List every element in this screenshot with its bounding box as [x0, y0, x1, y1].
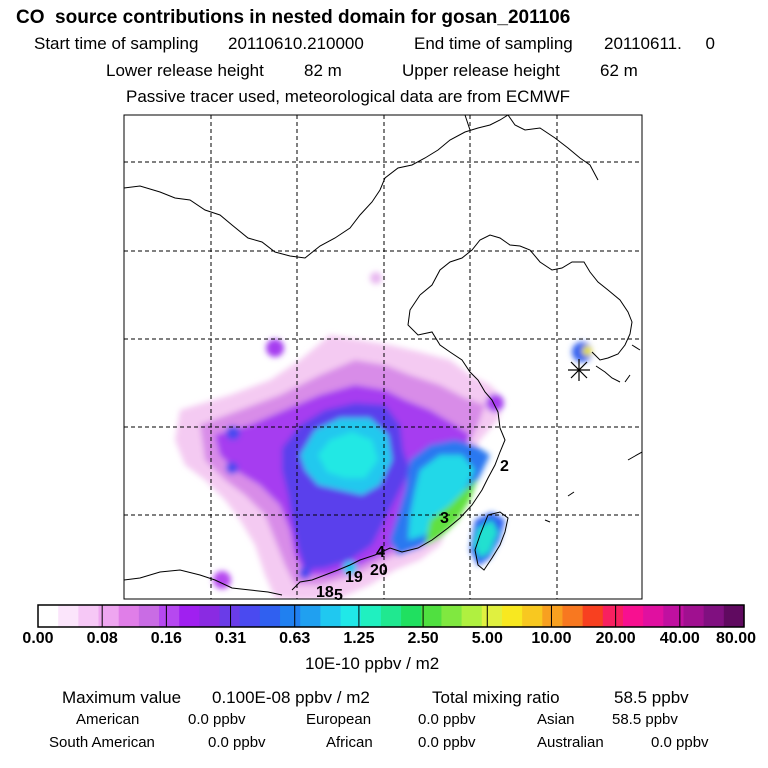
trajectory-label-3: 3 — [440, 510, 449, 527]
region-value-australian: 0.0 ppbv — [651, 734, 709, 751]
colorbar-tick-label: 0.00 — [22, 630, 54, 647]
colorbar-cell — [461, 605, 483, 627]
colorbar-cell — [380, 605, 402, 627]
lower-release-value: 82 m — [304, 61, 342, 80]
colorbar-tick-label: 40.00 — [659, 630, 700, 647]
colorbar-cell — [320, 605, 342, 627]
colorbar-cell — [542, 605, 564, 627]
colorbar-cell — [663, 605, 685, 627]
colorbar-cell — [683, 605, 705, 627]
colorbar-cell — [280, 605, 301, 627]
region-value-asian: 58.5 ppbv — [612, 711, 678, 728]
start-time-value: 20110610.210000 — [228, 34, 364, 53]
colorbar-cell — [58, 605, 79, 627]
end-time-value: 20110611. 0 — [604, 34, 715, 53]
colorbar-cell — [501, 605, 523, 627]
colorbar-cell — [421, 605, 443, 627]
trajectory-label-5: 5 — [334, 587, 343, 604]
colorbar-cell — [38, 605, 59, 627]
colorbar-cell — [522, 605, 543, 627]
region-value-african: 0.0 ppbv — [418, 734, 476, 751]
colorbar-tick-label: 10.00 — [531, 630, 572, 647]
region-name-south-american: South American — [49, 734, 155, 751]
region-name-american: American — [76, 711, 140, 728]
trajectory-label-18: 18 — [316, 584, 334, 601]
region-name-asian: Asian — [537, 711, 575, 728]
plot-title: CO source contributions in nested domain… — [16, 7, 571, 28]
colorbar-cell — [219, 605, 241, 627]
region-value-south-american: 0.0 ppbv — [208, 734, 266, 751]
total-mixing-value: 58.5 ppbv — [614, 688, 689, 707]
region-name-african: African — [326, 734, 373, 751]
total-mixing-label: Total mixing ratio — [432, 688, 560, 707]
graticule — [124, 115, 642, 599]
region-value-american: 0.0 ppbv — [188, 711, 246, 728]
colorbar-cell — [703, 605, 725, 627]
colorbar-unit: 10E-10 ppbv / m2 — [305, 654, 440, 673]
trajectory-label-2: 2 — [500, 458, 509, 475]
colorbar-cell — [643, 605, 664, 627]
lower-release-label: Lower release height — [106, 61, 264, 80]
colorbar-cell — [239, 605, 261, 627]
colorbar-cell — [138, 605, 160, 627]
colorbar-tick-label: 20.00 — [595, 630, 636, 647]
colorbar-cell — [723, 605, 745, 627]
colorbar-cell — [199, 605, 221, 627]
colorbar-cell — [441, 605, 463, 627]
region-value-european: 0.0 ppbv — [418, 711, 476, 728]
colorbar-tick-label: 0.08 — [86, 630, 118, 647]
trajectory-label-19: 19 — [345, 569, 363, 586]
colorbar-cell — [401, 605, 422, 627]
end-time-label: End time of sampling — [414, 34, 573, 53]
max-value: 0.100E-08 ppbv / m2 — [212, 688, 370, 707]
colorbar-tick-label: 0.63 — [279, 630, 311, 647]
colorbar-cell — [159, 605, 180, 627]
trajectory-label-20: 20 — [370, 562, 388, 579]
upper-release-value: 62 m — [600, 61, 638, 80]
colorbar-cell — [481, 605, 503, 627]
receptor-marker-icon — [568, 359, 590, 381]
max-value-label: Maximum value — [62, 688, 182, 707]
colorbar-tick-label: 5.00 — [471, 630, 503, 647]
colorbar-cell — [179, 605, 200, 627]
colorbar-tick-label: 80.00 — [715, 630, 757, 647]
colorbar-tick-label: 0.16 — [150, 630, 182, 647]
colorbar-cell — [622, 605, 644, 627]
colorbar-cell — [78, 605, 100, 627]
start-time-label: Start time of sampling — [34, 34, 199, 53]
tracer-note: Passive tracer used, meteorological data… — [126, 87, 571, 106]
map-frame — [123, 114, 643, 600]
coastline-layer — [124, 115, 642, 596]
trajectory-label-4: 4 — [376, 544, 385, 561]
colorbar-cell — [340, 605, 362, 627]
colorbar-cell — [118, 605, 140, 627]
colorbar-cell — [259, 605, 281, 627]
colorbar-cell — [98, 605, 120, 627]
region-name-australian: Australian — [537, 734, 604, 751]
colorbar-tick-label: 0.31 — [214, 630, 247, 647]
upper-release-label: Upper release height — [402, 61, 560, 80]
colorbar-cell — [582, 605, 604, 627]
colorbar-tick-label: 1.25 — [343, 630, 375, 647]
colorbar-cell — [562, 605, 584, 627]
colorbar-cell — [602, 605, 624, 627]
concentration-field — [175, 272, 592, 599]
colorbar-cell — [300, 605, 321, 627]
region-name-european: European — [306, 711, 372, 728]
colorbar-cell — [360, 605, 382, 627]
colorbar-tick-label: 2.50 — [407, 630, 439, 647]
